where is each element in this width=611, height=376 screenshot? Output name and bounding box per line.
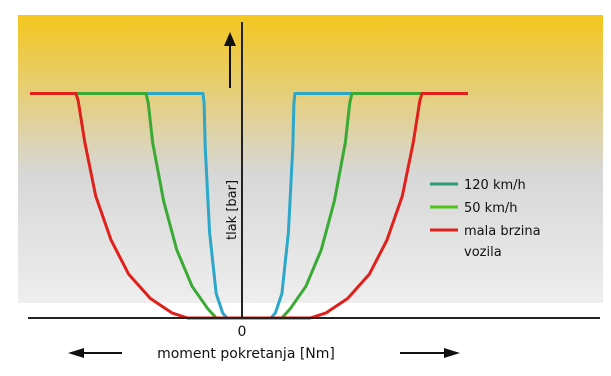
legend-label-120: 120 km/h — [464, 178, 526, 193]
y-axis-label: tlak [bar] — [225, 180, 240, 240]
plot-background — [18, 15, 603, 303]
origin-tick-label: 0 — [238, 324, 247, 340]
x-axis-right-arrow-head — [444, 348, 460, 358]
legend-label-slow: mala brzina — [464, 224, 541, 239]
x-axis-left-arrow-head — [68, 348, 84, 358]
legend-label-slow-cont: vozila — [464, 245, 502, 260]
legend: 120 km/h 50 km/h mala brzina vozila — [430, 178, 541, 260]
y-axis-arrow-head — [224, 32, 236, 46]
x-axis-label: moment pokretanja [Nm] — [157, 346, 335, 362]
legend-label-50: 50 km/h — [464, 201, 518, 216]
